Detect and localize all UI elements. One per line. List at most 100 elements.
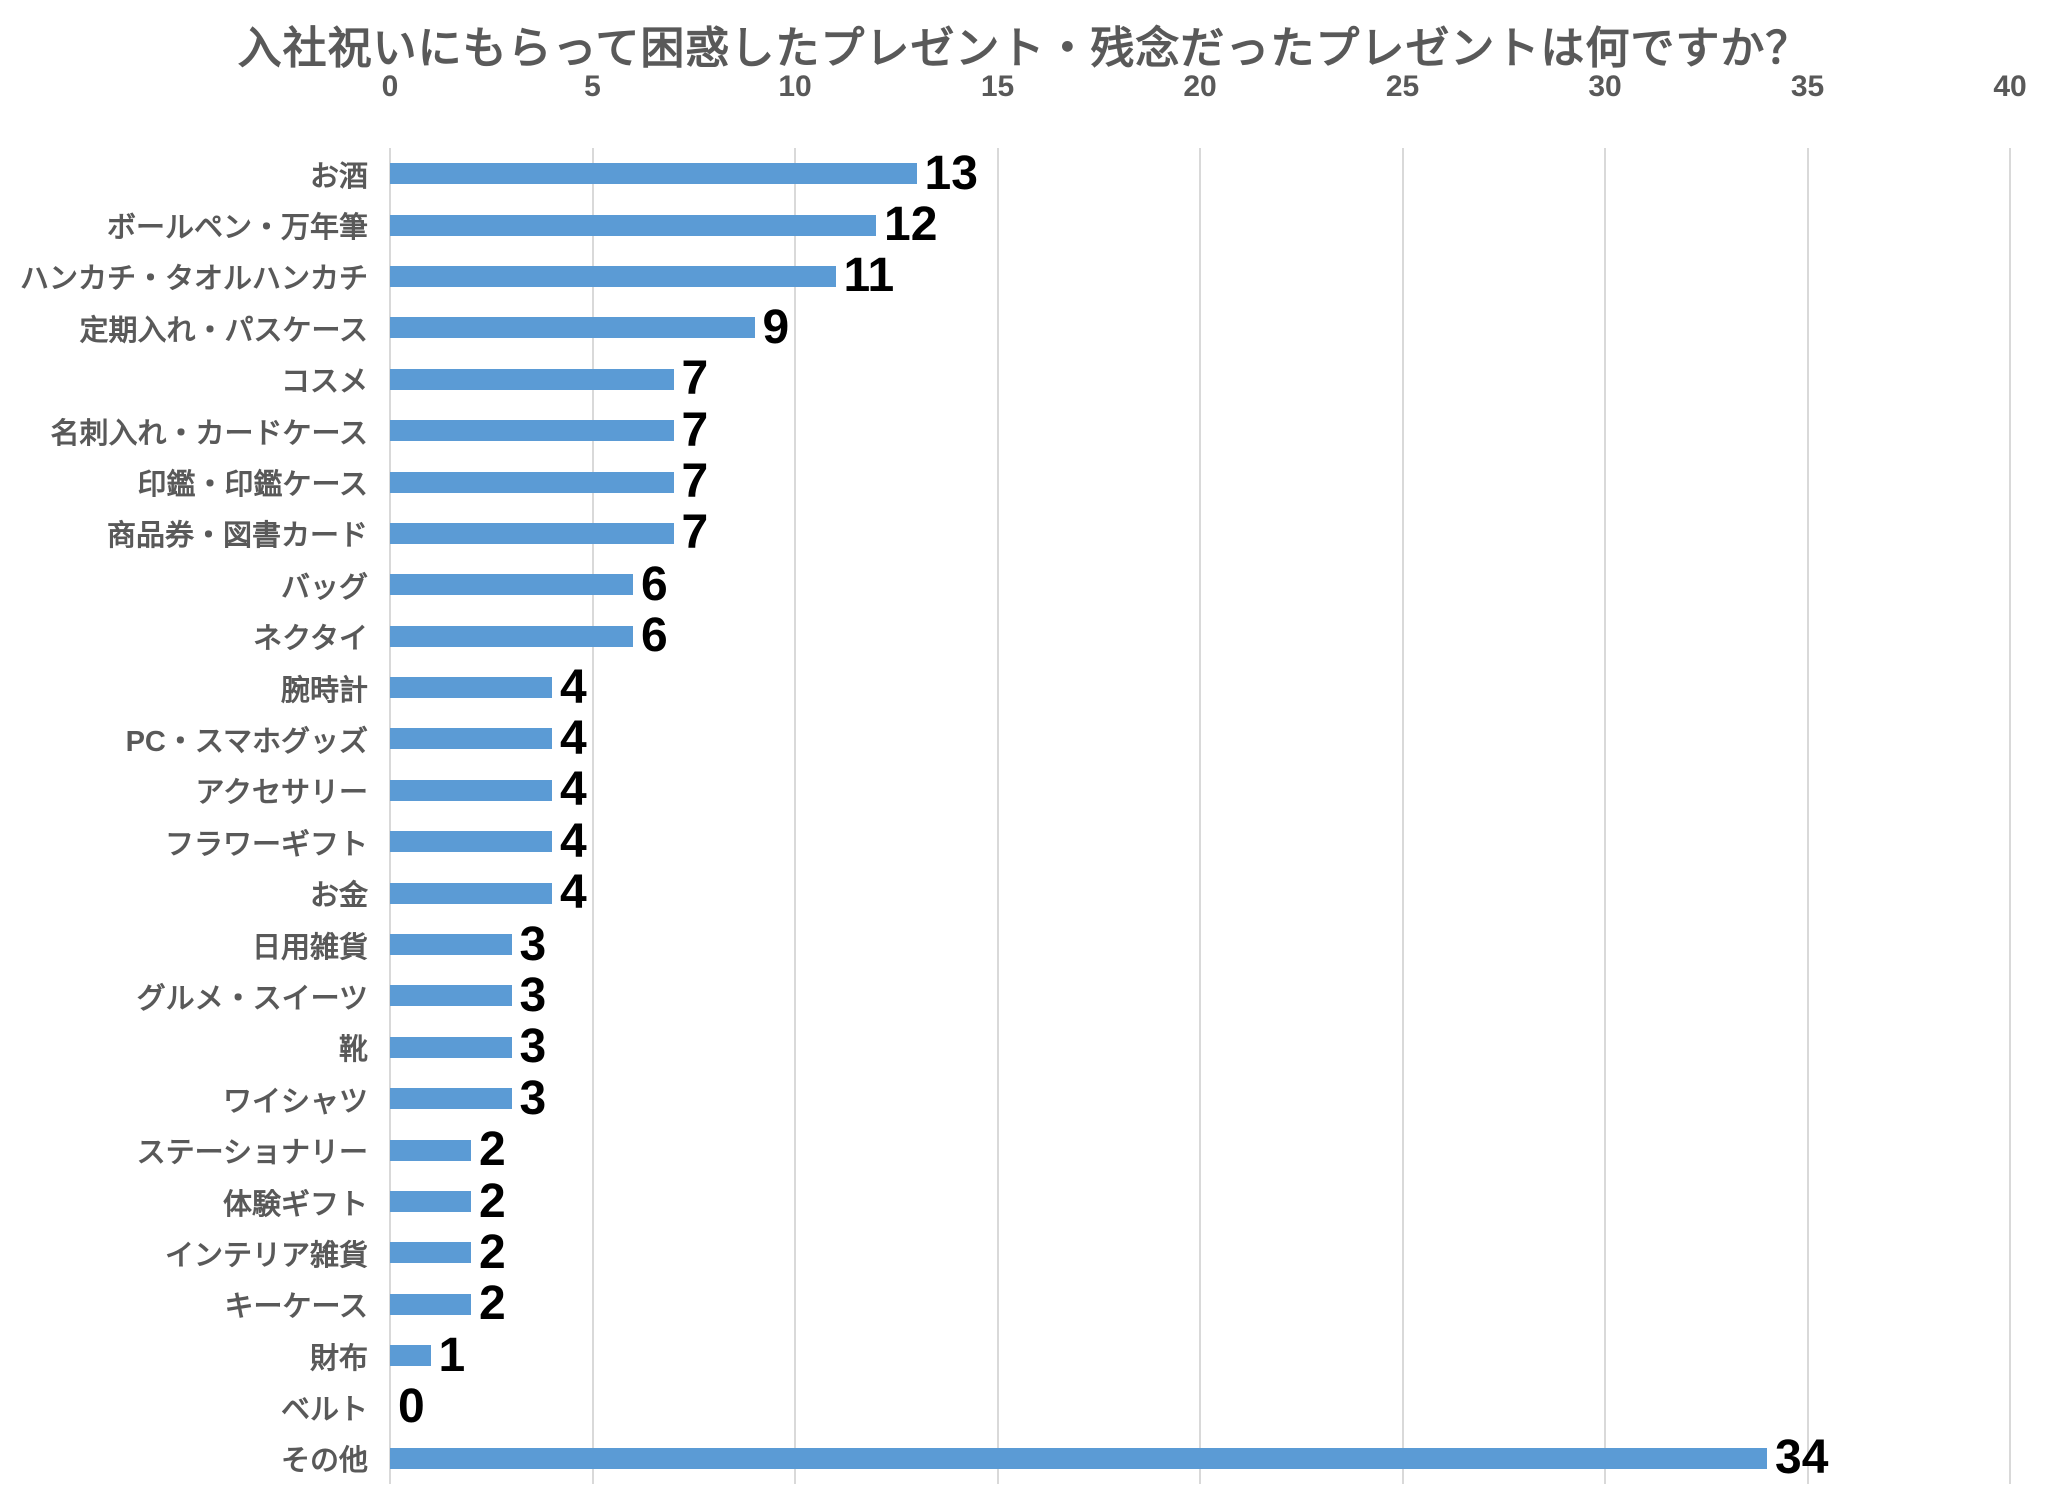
category-label: 体験ギフト — [222, 1188, 368, 1221]
gridline — [1199, 148, 1201, 1484]
value-label: 7 — [681, 455, 709, 509]
value-label: 7 — [681, 506, 709, 560]
value-label: 7 — [681, 352, 709, 406]
bar-row: アクセサリー 4 — [0, 765, 2048, 816]
bar — [390, 779, 552, 801]
category-label: コスメ — [280, 366, 368, 399]
x-tick-label: 10 — [778, 70, 812, 103]
category-label: 印鑑・印鑑ケース — [137, 469, 368, 502]
bar-area: 3 — [390, 1073, 2010, 1124]
category-label: ワイシャツ — [222, 1085, 368, 1118]
x-tick-label: 40 — [1993, 70, 2027, 103]
bar — [390, 163, 917, 185]
gridline — [2009, 148, 2011, 1484]
bar-area: 2 — [390, 1124, 2010, 1175]
category-label: フラワーギフト — [164, 828, 368, 861]
bar — [390, 882, 552, 904]
bar-row: 定期入れ・パスケース 9 — [0, 302, 2048, 353]
value-label: 7 — [681, 403, 709, 457]
value-label: 0 — [398, 1380, 425, 1434]
bar-row: 商品券・図書カード 7 — [0, 508, 2048, 559]
bar-area: 9 — [390, 302, 2010, 353]
bar — [390, 728, 552, 750]
bar-area: 4 — [390, 816, 2010, 867]
bar — [390, 677, 552, 699]
bar-area: 2 — [390, 1227, 2010, 1278]
bar-row: ネクタイ 6 — [0, 611, 2048, 662]
bar-row: PC・スマホグッズ 4 — [0, 713, 2048, 764]
x-tick-label: 20 — [1183, 70, 1217, 103]
bar-row: ステーショナリー 2 — [0, 1124, 2048, 1175]
bar-area: 4 — [390, 765, 2010, 816]
value-label: 2 — [479, 1174, 506, 1228]
plot-area: お酒 13 ボールペン・万年筆 12 ハンカチ・タオルハンカチ 11 定期入れ・パスケース 9… — [0, 148, 2048, 1484]
bar-row: その他 34 — [0, 1433, 2048, 1484]
bar — [390, 214, 876, 236]
category-label: 定期入れ・パスケース — [79, 314, 368, 347]
gridline — [389, 148, 391, 1484]
bar-area: 7 — [390, 354, 2010, 405]
value-label: 3 — [519, 917, 547, 971]
category-label: 商品券・図書カード — [106, 520, 368, 553]
category-label: 財布 — [309, 1342, 368, 1375]
category-label: その他 — [280, 1445, 368, 1478]
bar — [390, 368, 674, 390]
bar-row: 日用雑貨 3 — [0, 919, 2048, 970]
category-label: 日用雑貨 — [251, 931, 368, 964]
x-tick-label: 35 — [1790, 70, 1825, 103]
bar — [390, 574, 633, 596]
bar — [390, 420, 674, 442]
gridline — [1401, 148, 1404, 1484]
category-label: ベルト — [280, 1394, 368, 1427]
bar — [390, 1191, 471, 1212]
value-label: 13 — [924, 146, 978, 200]
bar-row: 財布 1 — [0, 1330, 2048, 1381]
gridline — [591, 148, 594, 1484]
value-label: 11 — [843, 249, 895, 303]
category-label: ネクタイ — [253, 623, 368, 656]
category-label: キーケース — [224, 1291, 368, 1324]
gridline — [794, 148, 796, 1484]
bar-row: キーケース 2 — [0, 1279, 2048, 1330]
category-label: グルメ・スイーツ — [136, 982, 368, 1015]
bar-area: 3 — [390, 970, 2010, 1021]
bar-area: 3 — [390, 919, 2010, 970]
category-label: ステーショナリー — [136, 1137, 368, 1170]
value-label: 9 — [762, 300, 790, 354]
category-label: お酒 — [309, 160, 368, 193]
bar-row: お酒 13 — [0, 148, 2048, 199]
bar — [390, 471, 674, 493]
category-label: インテリア雑貨 — [164, 1239, 368, 1272]
value-label: 2 — [479, 1123, 506, 1177]
category-label: バッグ — [280, 571, 368, 604]
gridlines — [389, 148, 2011, 1484]
bar-area: 4 — [390, 867, 2010, 918]
bar — [390, 1447, 1767, 1469]
gridline — [996, 148, 999, 1484]
value-label: 3 — [519, 968, 547, 1022]
bar-row: グルメ・スイーツ 3 — [0, 970, 2048, 1021]
bar-area: 2 — [390, 1279, 2010, 1330]
bar-area: 13 — [390, 148, 2010, 199]
bar-area: 12 — [390, 199, 2010, 250]
x-tick-label: 25 — [1385, 70, 1420, 103]
gridline — [1806, 148, 1809, 1484]
value-label: 2 — [479, 1277, 506, 1331]
bar-area: 3 — [390, 1022, 2010, 1073]
category-label: ハンカチ・タオルハンカチ — [19, 263, 368, 296]
bar — [390, 1088, 512, 1110]
bar-area: 4 — [390, 662, 2010, 713]
value-label: 4 — [560, 660, 587, 714]
value-label: 2 — [479, 1225, 506, 1279]
bar-area: 2 — [390, 1176, 2010, 1227]
category-label: 名刺入れ・カードケース — [50, 417, 368, 450]
bar-row: お金 4 — [0, 867, 2048, 918]
bar-area: 7 — [390, 456, 2010, 507]
bar-row: コスメ 7 — [0, 354, 2048, 405]
category-label: ボールペン・万年筆 — [106, 212, 368, 245]
bar-row: フラワーギフト 4 — [0, 816, 2048, 867]
bar-area: 0 — [390, 1381, 2010, 1432]
bar-row: ハンカチ・タオルハンカチ 11 — [0, 251, 2048, 302]
x-tick-label: 0 — [381, 70, 399, 103]
